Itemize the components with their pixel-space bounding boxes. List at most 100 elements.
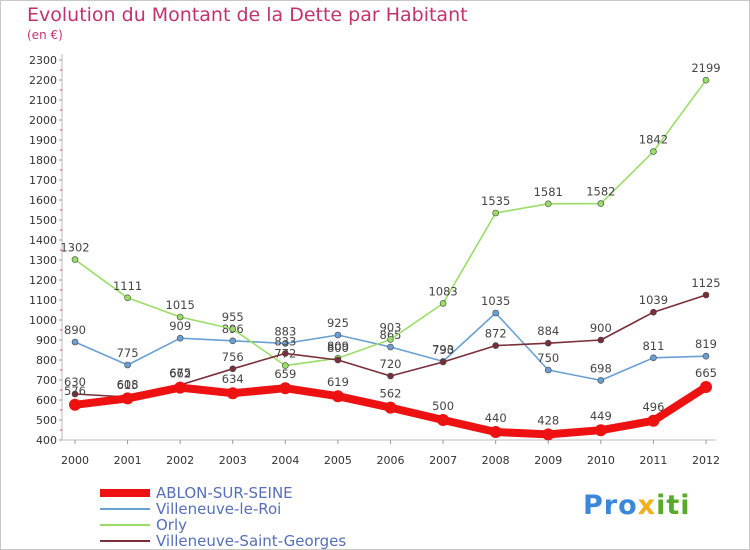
data-point — [387, 336, 394, 343]
data-label: 630 — [64, 375, 86, 389]
data-label: 1039 — [639, 293, 668, 307]
x-tick-label: 2010 — [587, 454, 615, 467]
data-label: 809 — [327, 339, 349, 353]
data-label: 1582 — [586, 185, 615, 199]
data-point — [121, 392, 134, 405]
data-label: 909 — [169, 319, 191, 333]
data-label: 884 — [537, 324, 559, 338]
data-point — [174, 381, 187, 394]
data-label: 775 — [117, 346, 139, 360]
data-point — [282, 350, 289, 357]
legend-swatch — [100, 489, 150, 497]
data-point — [124, 361, 131, 369]
data-label: 1125 — [691, 276, 720, 290]
data-label: 955 — [222, 310, 244, 324]
y-tick-label: 700 — [36, 374, 57, 387]
data-point — [647, 414, 660, 427]
data-point — [542, 428, 555, 441]
data-label: 872 — [485, 327, 507, 341]
data-point — [229, 365, 237, 373]
x-tick-label: 2001 — [114, 454, 142, 467]
data-label: 659 — [274, 367, 296, 381]
data-label: 750 — [537, 351, 559, 365]
data-point — [71, 256, 79, 263]
data-point — [69, 398, 81, 411]
data-label: 865 — [380, 328, 402, 342]
y-tick-label: 2300 — [29, 54, 57, 67]
y-tick-label: 1300 — [29, 254, 57, 267]
data-point — [597, 336, 605, 344]
data-label: 500 — [432, 399, 454, 413]
legend-swatch — [100, 508, 150, 510]
y-tick-label: 400 — [36, 434, 57, 447]
y-tick-label: 1000 — [29, 314, 57, 327]
data-label: 562 — [380, 387, 402, 401]
data-point — [544, 339, 552, 347]
data-label: 1842 — [639, 133, 668, 147]
x-tick-label: 2005 — [324, 454, 352, 467]
y-tick-label: 600 — [36, 394, 57, 407]
data-label: 428 — [537, 413, 559, 427]
y-tick-label: 1200 — [29, 274, 57, 287]
data-point — [176, 313, 184, 321]
data-label: 619 — [327, 375, 349, 389]
data-label: 903 — [380, 320, 402, 334]
chart-title: Evolution du Montant de la Dette par Hab… — [27, 4, 468, 26]
proxiti-logo: Proxiti — [583, 490, 691, 521]
data-point — [439, 300, 447, 307]
data-label: 1015 — [166, 298, 195, 312]
x-tick-label: 2007 — [429, 454, 457, 467]
x-tick-label: 2008 — [482, 454, 510, 467]
data-point — [650, 308, 657, 316]
data-label: 1111 — [113, 279, 142, 293]
data-point — [384, 401, 397, 414]
data-label: 925 — [327, 316, 349, 330]
data-label: 662 — [169, 367, 191, 381]
x-tick-label: 2011 — [639, 454, 667, 467]
y-tick-label: 1600 — [29, 194, 57, 207]
data-point — [282, 340, 289, 347]
data-point — [702, 291, 710, 299]
data-label: 819 — [695, 337, 717, 351]
data-point — [334, 331, 342, 339]
legend-label: Orly — [156, 516, 188, 534]
legend-item: Orly — [100, 516, 188, 534]
data-label: 833 — [274, 334, 296, 348]
y-tick-label: 1400 — [29, 234, 57, 247]
data-point — [71, 338, 79, 346]
legend-swatch — [100, 524, 150, 526]
x-tick-label: 2004 — [271, 454, 299, 467]
data-point — [331, 390, 344, 403]
data-point — [702, 76, 710, 84]
y-tick-label: 500 — [36, 414, 57, 427]
y-tick-label: 2000 — [29, 114, 57, 127]
y-tick-label: 2100 — [29, 94, 57, 107]
legend-item: Villeneuve-Saint-Georges — [100, 532, 346, 550]
legend-item: ABLON-SUR-SEINE — [100, 484, 293, 502]
data-label: 883 — [274, 324, 296, 338]
data-label: 665 — [695, 366, 717, 380]
legend-swatch — [100, 540, 150, 542]
y-tick-label: 800 — [36, 354, 57, 367]
data-point — [387, 372, 394, 380]
x-tick-label: 2012 — [692, 454, 720, 467]
y-tick-label: 900 — [36, 334, 57, 347]
data-point — [544, 366, 552, 374]
data-label: 449 — [590, 409, 612, 423]
data-label: 634 — [222, 372, 244, 386]
data-point — [544, 200, 552, 208]
data-label: 1083 — [428, 284, 457, 298]
y-tick-label: 1800 — [29, 154, 57, 167]
x-tick-label: 2009 — [534, 454, 562, 467]
data-point — [492, 209, 499, 217]
data-point — [226, 387, 239, 400]
data-label: 698 — [590, 361, 612, 375]
data-label: 900 — [590, 321, 612, 335]
data-label: 790 — [432, 343, 454, 357]
data-point — [492, 342, 499, 349]
data-label: 1302 — [60, 241, 89, 255]
data-label: 756 — [222, 350, 244, 364]
data-label: 576 — [64, 384, 86, 398]
data-point — [124, 294, 131, 302]
